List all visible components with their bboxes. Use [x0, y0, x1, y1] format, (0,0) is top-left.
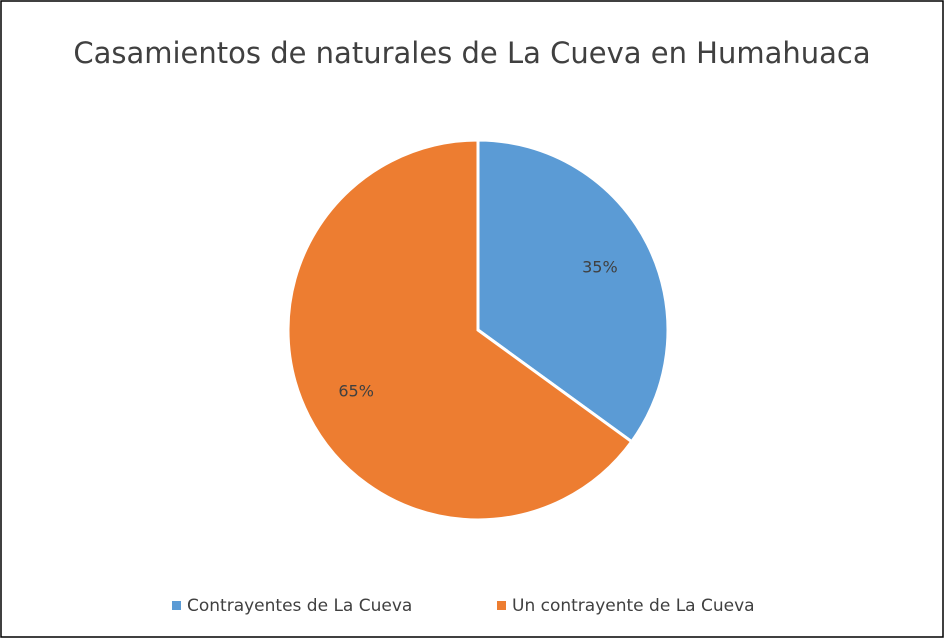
legend-swatch [172, 601, 181, 610]
legend-label: Contrayentes de La Cueva [187, 596, 412, 616]
pie-slice [476, 138, 670, 444]
data-label: 35% [582, 257, 618, 276]
chart-title: Casamientos de naturales de La Cueva en … [73, 36, 870, 70]
data-label: 65% [338, 382, 374, 401]
pie-slice [286, 138, 634, 522]
legend-swatch [497, 601, 506, 610]
legend-label: Un contrayente de La Cueva [512, 596, 755, 616]
